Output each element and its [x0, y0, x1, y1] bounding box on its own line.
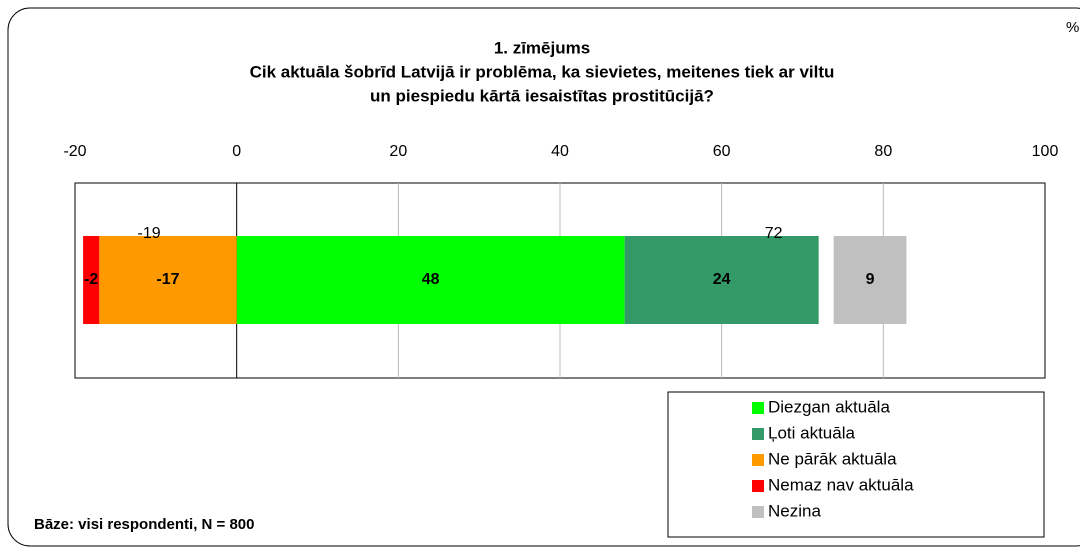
x-tick-label: 60 — [713, 143, 731, 160]
total-label: 72 — [765, 225, 783, 242]
data-label: 24 — [713, 271, 731, 288]
legend-swatch — [752, 506, 764, 518]
legend-swatch — [752, 454, 764, 466]
base-note: Bāze: visi respondenti, N = 800 — [34, 516, 255, 533]
legend-label: Nemaz nav aktuāla — [768, 475, 914, 494]
bar-segment — [833, 236, 907, 324]
legend — [667, 391, 1045, 538]
data-label: 9 — [866, 271, 875, 288]
data-label: 48 — [422, 271, 440, 288]
x-tick-label: 100 — [1032, 143, 1059, 160]
legend-swatch — [752, 480, 764, 492]
chart-title: un piespiedu kārtā iesaistītas prostitūc… — [370, 86, 714, 105]
bar-segment — [83, 236, 100, 324]
total-label: -19 — [138, 225, 161, 242]
legend-swatch — [752, 402, 764, 414]
frame — [7, 7, 1080, 547]
data-label: -2 — [84, 271, 98, 288]
chart-title: Cik aktuāla šobrīd Latvijā ir problēma, … — [250, 62, 835, 81]
chart-title: 1. zīmējums — [494, 38, 590, 57]
x-tick-label: 40 — [551, 143, 569, 160]
legend-label: Ļoti aktuāla — [768, 423, 855, 442]
x-tick-label: -20 — [63, 143, 86, 160]
bar-segment — [99, 236, 237, 324]
legend-swatch — [752, 428, 764, 440]
data-label: -17 — [156, 271, 179, 288]
legend-label: Ne pārāk aktuāla — [768, 449, 897, 468]
x-tick-label: 80 — [874, 143, 892, 160]
unit-label: % — [1066, 19, 1079, 36]
bar-segment — [624, 236, 819, 324]
bar-segment — [236, 236, 625, 324]
x-tick-label: 20 — [389, 143, 407, 160]
legend-label: Nezina — [768, 501, 821, 520]
legend-label: Diezgan aktuāla — [768, 397, 890, 416]
x-tick-label: 0 — [232, 143, 241, 160]
